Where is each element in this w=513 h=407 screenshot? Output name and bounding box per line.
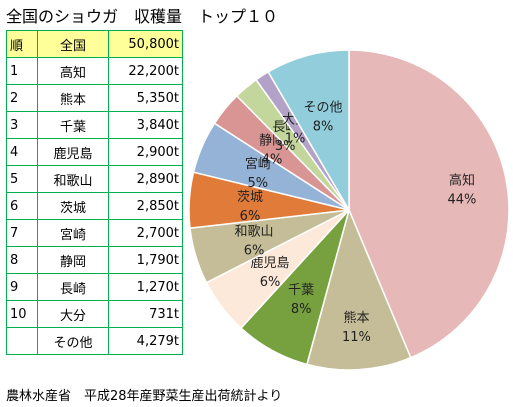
row-value: 5,350t bbox=[108, 84, 183, 112]
table-row-other: その他 4,279t bbox=[6, 327, 183, 355]
ranking-table: 順 全国 50,800t 1 高知 22,200t 2 熊本 5,350t 3 千葉 3,8… bbox=[6, 30, 183, 355]
slice-percent-label: 3% bbox=[275, 139, 296, 154]
slice-percent-label: 4% bbox=[262, 152, 283, 167]
slice-name-label: 鹿児島 bbox=[251, 255, 290, 271]
row-name: 茨城 bbox=[37, 192, 109, 220]
row-name: その他 bbox=[37, 327, 109, 355]
slice-name-label: 和歌山 bbox=[235, 225, 274, 240]
source-note: 農林水産省 平成28年産野菜生産出荷統計より bbox=[6, 389, 283, 404]
row-rank: 3 bbox=[6, 111, 38, 139]
row-value: 1,790t bbox=[108, 246, 183, 274]
slice-name-label: 茨城 bbox=[237, 190, 263, 205]
slice-percent-label: 44% bbox=[447, 192, 476, 207]
row-rank: 9 bbox=[6, 273, 38, 301]
slice-percent-label: 5% bbox=[248, 176, 269, 191]
slice-name-label: その他 bbox=[304, 100, 343, 115]
pie-slice-0 bbox=[348, 49, 510, 359]
slice-name-label: 宮崎 bbox=[245, 156, 271, 172]
table-row: 9 長崎 1,270t bbox=[6, 273, 183, 301]
slice-percent-label: 11% bbox=[342, 330, 371, 345]
table-row: 1 高知 22,200t bbox=[6, 57, 183, 85]
row-value: 3,840t bbox=[108, 111, 183, 139]
table-row: 8 静岡 1,790t bbox=[6, 246, 183, 274]
slice-name-label: 高知 bbox=[449, 172, 475, 188]
row-value: 2,900t bbox=[108, 138, 183, 166]
header-name: 全国 bbox=[37, 30, 109, 58]
row-name: 長崎 bbox=[37, 273, 109, 301]
row-value: 1,270t bbox=[108, 273, 183, 301]
row-name: 静岡 bbox=[37, 246, 109, 274]
row-value: 4,279t bbox=[108, 327, 183, 355]
row-rank: 10 bbox=[6, 300, 38, 328]
slice-percent-label: 6% bbox=[244, 244, 265, 259]
table-header-row: 順 全国 50,800t bbox=[6, 30, 183, 58]
table-row: 7 宮崎 2,700t bbox=[6, 219, 183, 247]
slice-name-label: 熊本 bbox=[343, 310, 369, 326]
slice-percent-label: 1% bbox=[285, 132, 306, 147]
pie-slice-10 bbox=[267, 49, 350, 213]
row-value: 2,890t bbox=[108, 165, 183, 193]
row-value: 2,700t bbox=[108, 219, 183, 247]
slice-percent-label: 8% bbox=[291, 302, 312, 317]
header-value: 50,800t bbox=[108, 30, 183, 58]
row-name: 千葉 bbox=[37, 111, 109, 139]
pie-slice-1 bbox=[306, 207, 412, 371]
page-title: 全国のショウガ 収穫量 トップ１０ bbox=[6, 7, 279, 26]
pie-chart: 高知44%熊本11%千葉8%鹿児島6%和歌山6%茨城6%宮崎5%静岡4%長崎3%… bbox=[188, 49, 510, 371]
slice-percent-label: 6% bbox=[260, 275, 281, 290]
table-row: 2 熊本 5,350t bbox=[6, 84, 183, 112]
slice-percent-label: 8% bbox=[313, 119, 334, 134]
slice-name-label: 千葉 bbox=[288, 283, 314, 298]
row-value: 22,200t bbox=[108, 57, 183, 85]
row-name: 高知 bbox=[37, 57, 109, 85]
slice-percent-label: 6% bbox=[240, 209, 261, 224]
table-row: 3 千葉 3,840t bbox=[6, 111, 183, 139]
table-row: 5 和歌山 2,890t bbox=[6, 165, 183, 193]
